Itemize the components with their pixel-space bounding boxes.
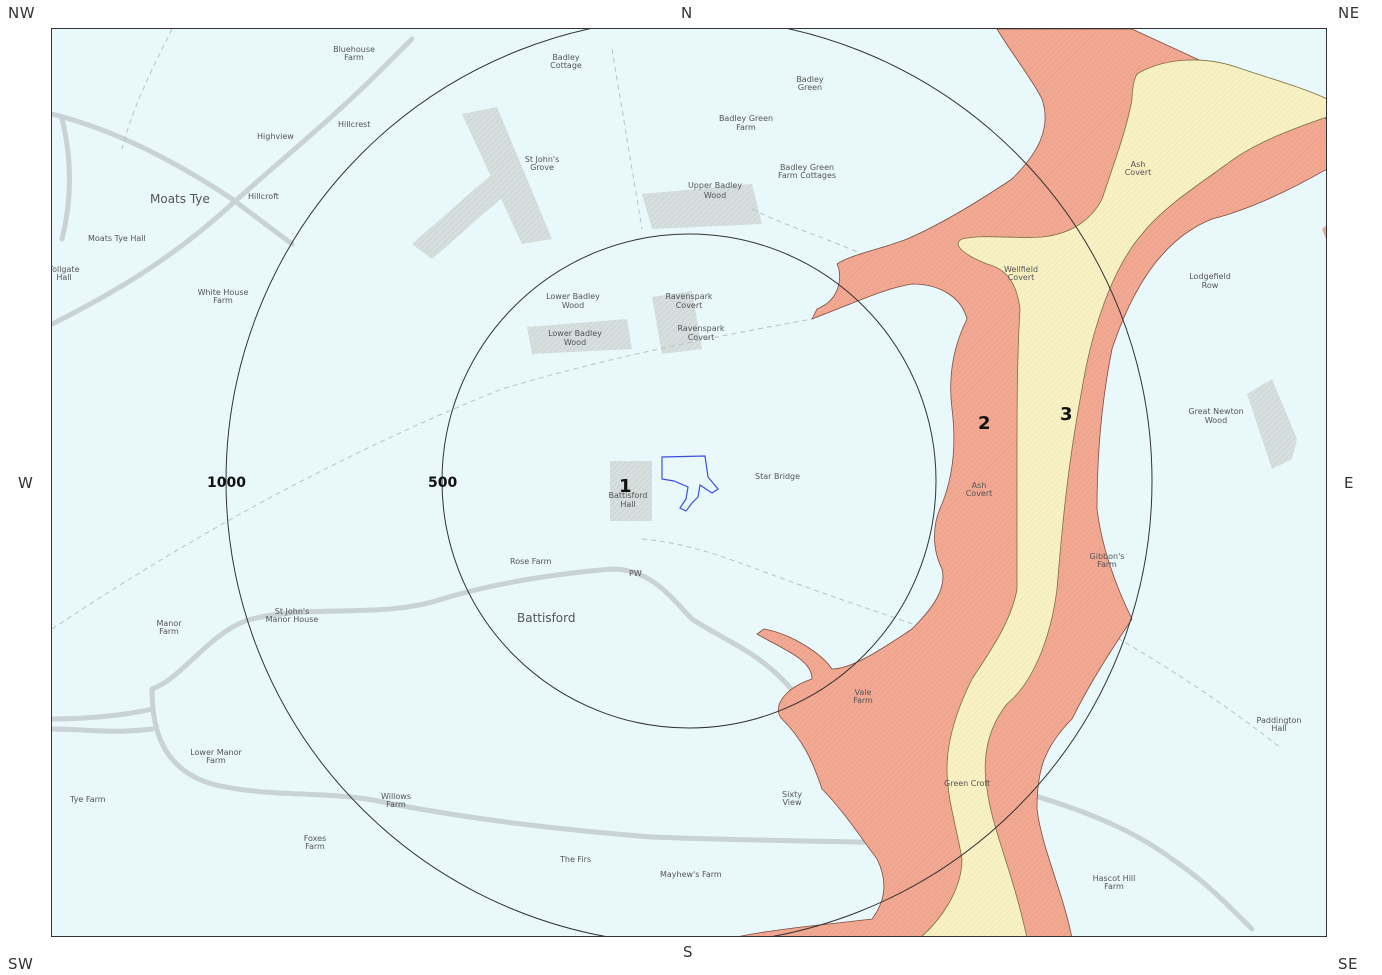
place-green-croft: Green Croft — [944, 779, 990, 788]
place-the-firs: The Firs — [559, 855, 591, 864]
place-star-bridge: Star Bridge — [755, 472, 800, 481]
place-st-johns-manor-house: St John's Manor House — [266, 607, 319, 624]
place-badley-green: Badley Green — [796, 75, 824, 92]
place-ravenspark-covert-2: Ravenspark Covert — [677, 324, 724, 342]
place-hillcroft: Hillcroft — [248, 192, 279, 201]
place-sixty-view: Sixty View — [782, 790, 802, 807]
site-boundary[interactable] — [661, 455, 719, 512]
place-mayhews-farm: Mayhew's Farm — [660, 870, 722, 879]
map-canvas[interactable]: 1000 500 1 2 3 Moats Tye Battisford High… — [52, 29, 1327, 937]
place-hascot-hill-farm: Hascot Hill Farm — [1093, 874, 1136, 891]
buffer-ring-500 — [441, 233, 937, 729]
compass-nw: NW — [8, 4, 36, 22]
place-moats-tye: Moats Tye — [150, 192, 210, 206]
place-lodgefield-row: Lodgefield Row — [1189, 272, 1231, 290]
compass-ne: NE — [1338, 4, 1360, 22]
flood-zone-2-edge — [1322, 225, 1326, 239]
place-vale-farm: Vale Farm — [853, 688, 873, 705]
compass-sw: SW — [8, 955, 34, 973]
compass-se: SE — [1338, 955, 1358, 973]
place-wellfield-covert: Wellfield Covert — [1004, 265, 1038, 282]
place-great-newton-wood: Great Newton Wood — [1188, 407, 1243, 425]
place-badley-green-farm: Badley Green Farm — [719, 114, 773, 132]
place-foxes-farm: Foxes Farm — [304, 834, 327, 851]
compass-w: W — [18, 474, 34, 492]
flood-zone-3-area — [921, 59, 1326, 936]
place-lower-badley-wood-2: Lower Badley Wood — [548, 329, 602, 347]
place-tollgate-hall: TollgateHall — [52, 265, 80, 282]
place-rose-farm: Rose Farm — [510, 557, 552, 566]
map-frame[interactable]: 1000 500 1 2 3 Moats Tye Battisford High… — [51, 28, 1327, 937]
zone-2-label: 2 — [978, 413, 991, 434]
place-tye-farm: Tye Farm — [69, 795, 106, 804]
place-ravenspark-covert-1: Ravenspark Covert — [665, 292, 712, 310]
buffer-label-500: 500 — [428, 475, 457, 491]
place-moats-tye-hall: Moats Tye Hall — [88, 234, 146, 243]
place-white-house-farm: White House Farm — [198, 288, 249, 305]
place-battisford: Battisford — [517, 611, 576, 625]
buffer-label-1000: 1000 — [207, 475, 246, 491]
place-lower-badley-wood-1: Lower Badley Wood — [546, 292, 600, 310]
place-gibbons-farm: Gibbon's Farm — [1090, 552, 1125, 569]
place-badley-green-farm-cottages: Badley Green Farm Cottages — [778, 163, 836, 180]
place-lower-manor-farm: Lower Manor Farm — [190, 748, 242, 765]
place-paddington-hall: Paddington Hall — [1257, 716, 1302, 733]
site-number-label: 1 — [619, 476, 632, 497]
compass-e: E — [1344, 474, 1354, 492]
place-upper-badley-wood: Upper Badley Wood — [688, 181, 742, 200]
place-pw: PW — [629, 569, 642, 578]
compass-n: N — [681, 4, 693, 22]
place-badley-cottage: Badley Cottage — [550, 53, 582, 70]
place-ash-covert-2: Ash Covert — [966, 481, 993, 498]
buffer-ring-1000 — [225, 29, 1153, 936]
tracks — [52, 29, 1283, 750]
place-st-johns-grove: St John's Grove — [525, 155, 560, 172]
zone-3-label: 3 — [1060, 404, 1073, 425]
place-willows-farm: Willows Farm — [381, 792, 411, 809]
place-battisford-hall: Battisford Hall — [609, 491, 648, 509]
place-ash-covert-1: Ash Covert — [1125, 160, 1152, 177]
place-hillcrest: Hillcrest — [338, 120, 370, 129]
compass-s: S — [683, 943, 694, 961]
place-highview: Highview — [257, 132, 294, 141]
place-bluehouse-farm: Bluehouse Farm — [333, 45, 375, 62]
place-manor-farm: Manor Farm — [156, 619, 182, 636]
